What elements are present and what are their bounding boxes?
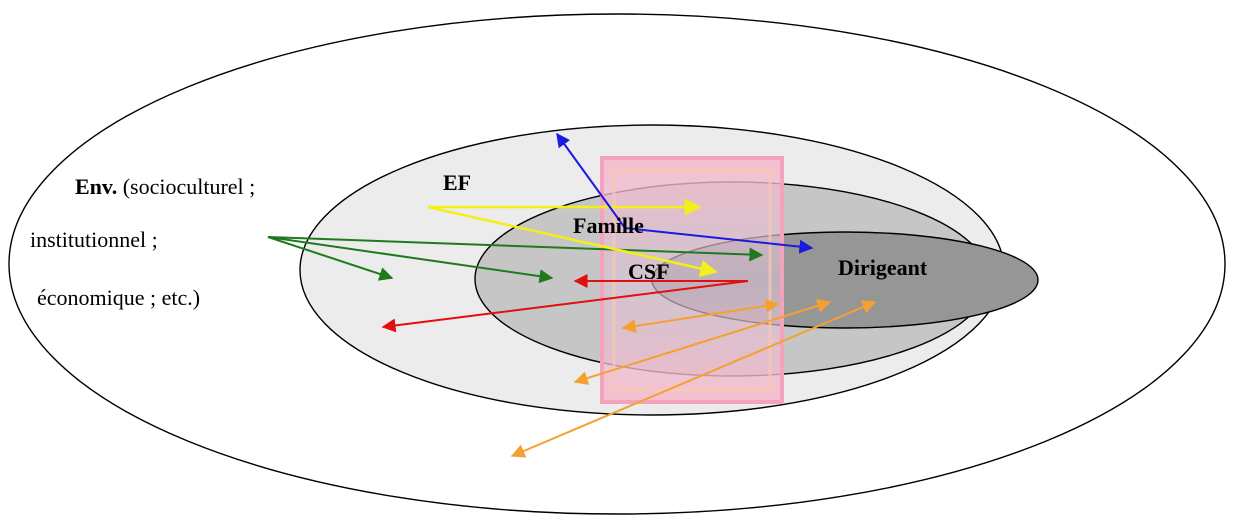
yellow-arrows bbox=[427, 198, 718, 278]
csf-label: CSF bbox=[628, 259, 670, 284]
green-arrow bbox=[267, 236, 764, 262]
yellow-arrow bbox=[427, 205, 718, 278]
blue-double-arrow bbox=[556, 132, 626, 229]
famille-label: Famille bbox=[573, 213, 644, 238]
env-label-line2: institutionnel ; bbox=[30, 227, 158, 252]
orange-arrows bbox=[510, 299, 877, 458]
green-arrows bbox=[267, 236, 764, 284]
dirigeant-label: Dirigeant bbox=[838, 255, 928, 280]
green-arrow bbox=[267, 236, 554, 284]
env-label-line1: Env. (socioculturel ; bbox=[75, 174, 255, 199]
ef-label: EF bbox=[443, 170, 471, 195]
orange-double-arrow bbox=[510, 300, 877, 458]
env-label-line3: économique ; etc.) bbox=[37, 285, 200, 310]
blue-arrow bbox=[624, 227, 814, 254]
green-arrow bbox=[267, 236, 394, 281]
